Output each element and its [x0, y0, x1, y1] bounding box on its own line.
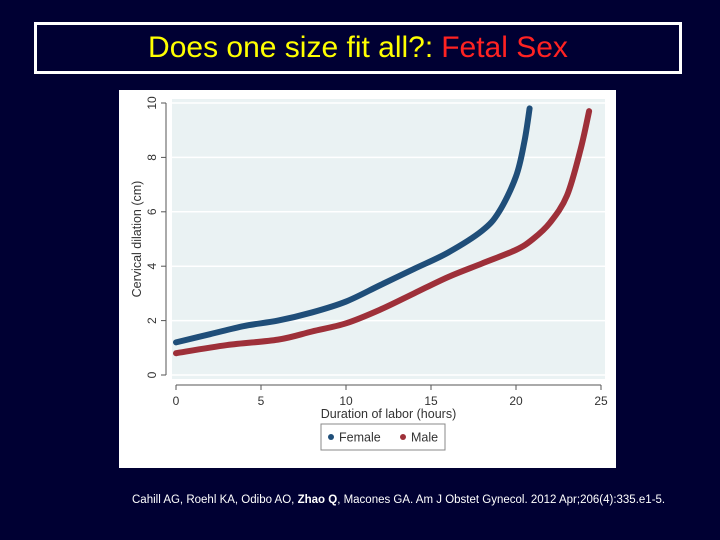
x-tick-label: 10 [339, 394, 353, 408]
series-line-female [173, 105, 533, 346]
series-line-male [173, 108, 593, 357]
citation: Cahill AG, Roehl KA, Odibo AO, Zhao Q, M… [132, 494, 712, 506]
y-tick-label: 2 [145, 317, 159, 324]
y-tick-label: 6 [145, 208, 159, 215]
y-tick-label: 8 [145, 154, 159, 161]
x-axis-title: Duration of labor (hours) [321, 407, 456, 421]
y-tick-label: 0 [145, 371, 159, 378]
legend-box [320, 423, 446, 451]
citation-source: , Macones GA. Am J Obstet Gynecol. 2012 … [337, 494, 666, 506]
x-tick-label: 15 [424, 394, 438, 408]
citation-authors: Cahill AG, Roehl KA, Odibo AO, [132, 494, 298, 506]
x-tick-label: 5 [258, 394, 265, 408]
citation-highlight-author: Zhao Q [297, 494, 338, 506]
slide-title-accent: Fetal Sex [441, 31, 568, 64]
legend-marker-male [400, 434, 406, 440]
legend-label-female: Female [339, 431, 381, 445]
y-tick-label: 10 [145, 96, 159, 110]
y-axis-title: Cervical dilation (cm) [130, 181, 144, 298]
legend-label-male: Male [411, 431, 438, 445]
x-tick-label: 20 [509, 394, 523, 408]
y-tick-label: 4 [145, 263, 159, 270]
slide-title-main: Does one size fit all?: [148, 31, 434, 64]
x-tick-label: 0 [173, 394, 180, 408]
x-tick-label: 25 [594, 394, 608, 408]
chart-panel: 0 5 10 15 20 25 0 2 4 6 8 10 Duration of labor (hour… [119, 90, 616, 468]
legend-marker-female [328, 434, 334, 440]
slide-title: Does one size fit all?: Fetal Sex [34, 22, 682, 74]
plot-area [172, 99, 605, 379]
